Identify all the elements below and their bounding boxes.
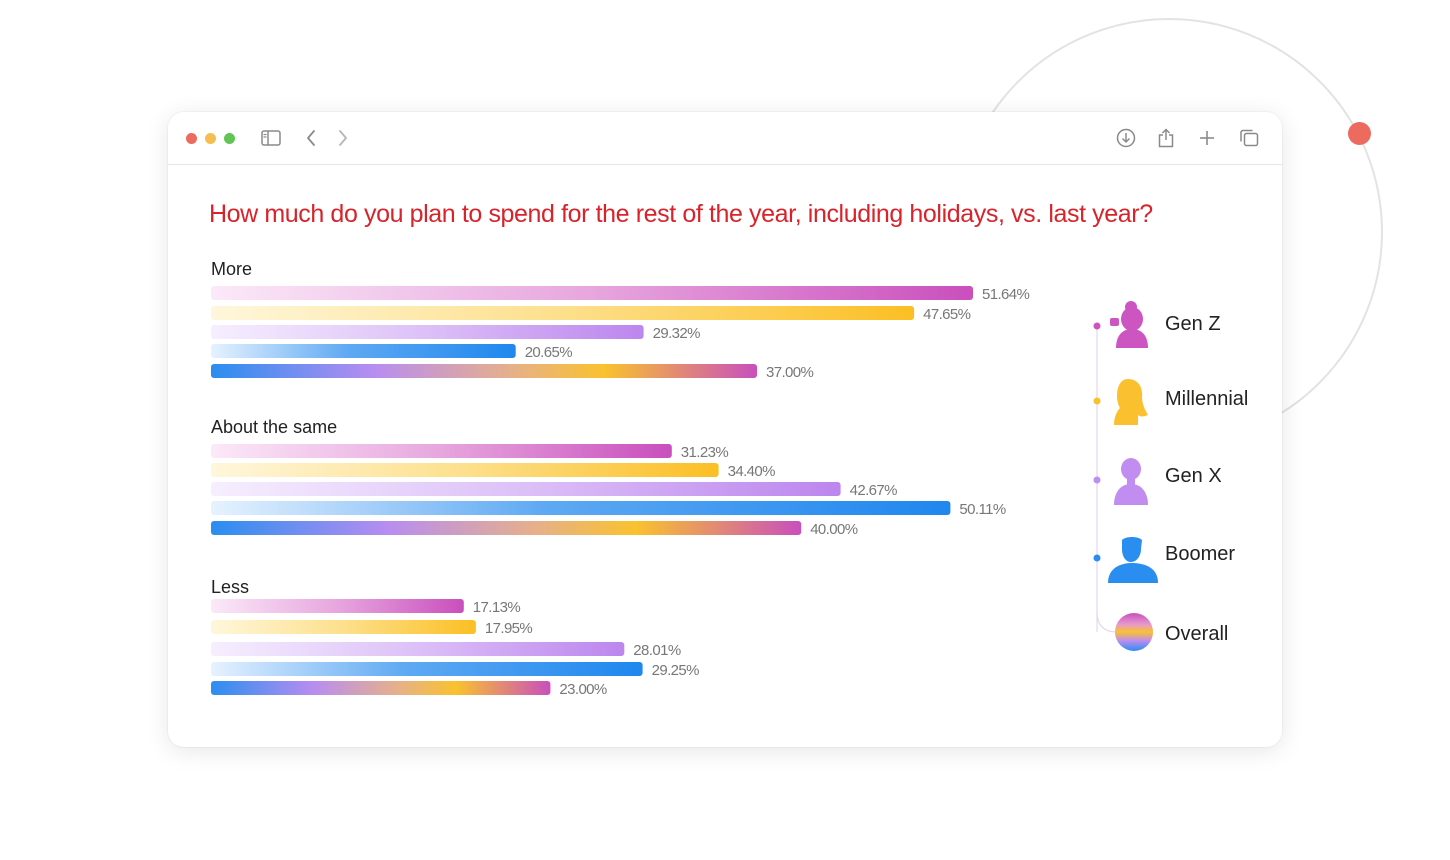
value-label-about-the-same-genx: 42.67% [850,482,898,499]
share-icon[interactable] [1152,125,1180,151]
legend-dot-boomer [1093,554,1101,562]
back-icon[interactable] [297,125,325,151]
category-label-about-the-same: About the same [211,417,337,437]
browser-toolbar [168,112,1282,165]
genx-silhouette-icon [1114,458,1148,505]
download-icon[interactable] [1112,125,1140,151]
value-label-less-overall: 23.00% [559,681,607,698]
value-label-about-the-same-genz: 31.23% [681,444,729,461]
value-label-less-genz: 17.13% [473,599,521,616]
forward-icon[interactable] [329,125,357,151]
bar-more-genz [211,286,973,300]
bar-about-the-same-millennial [211,463,719,477]
value-label-less-boomer: 29.25% [652,662,700,679]
bar-about-the-same-overall [211,521,802,535]
millennial-silhouette-icon [1114,379,1148,425]
bar-less-genx [211,642,625,656]
legend-label-boomer: Boomer [1165,543,1235,565]
bar-less-genz [211,599,464,613]
legend-label-genz: Gen Z [1165,313,1221,335]
bar-about-the-same-genx [211,482,841,496]
value-label-more-genx: 29.32% [653,325,701,342]
bar-less-millennial [211,620,476,634]
genz-silhouette-icon [1110,301,1148,348]
maximize-window-button[interactable] [224,133,235,144]
minimize-window-button[interactable] [205,133,216,144]
boomer-silhouette-icon [1108,537,1158,583]
bar-more-overall [211,364,757,378]
chart-legend: Gen Z Millennial Gen X Boomer Overall [1093,301,1248,651]
chart-title: How much do you plan to spend for the re… [209,200,1153,228]
value-label-more-genz: 51.64% [982,286,1030,303]
decorative-dot [1348,122,1371,145]
bar-less-boomer [211,662,643,676]
category-label-less: Less [211,577,249,597]
category-label-more: More [211,259,252,279]
legend-label-overall: Overall [1165,623,1228,645]
new-tab-icon[interactable] [1193,125,1221,151]
value-label-less-millennial: 17.95% [485,620,533,637]
legend-label-millennial: Millennial [1165,388,1248,410]
browser-window: How much do you plan to spend for the re… [168,112,1282,747]
legend-dot-genx [1093,476,1101,484]
bar-more-boomer [211,344,516,358]
bar-more-millennial [211,306,915,320]
bar-about-the-same-boomer [211,501,951,515]
value-label-more-overall: 37.00% [766,364,814,381]
overall-gradient-orb-icon [1115,613,1153,651]
sidebar-icon[interactable] [257,125,285,151]
bar-about-the-same-genz [211,444,672,458]
value-label-about-the-same-boomer: 50.11% [959,501,1005,518]
bar-chart: More 51.64% 47.65% 29.32% 20.65% 37.00% About … [211,259,1248,698]
legend-dot-millennial [1093,397,1101,405]
legend-label-genx: Gen X [1165,465,1222,487]
value-label-more-boomer: 20.65% [525,344,573,361]
value-label-about-the-same-millennial: 34.40% [728,463,776,480]
value-label-less-genx: 28.01% [633,642,681,659]
bar-less-overall [211,681,551,695]
value-label-more-millennial: 47.65% [923,306,971,323]
legend-dot-genz [1093,322,1101,330]
tabs-overview-icon[interactable] [1235,125,1263,151]
bar-more-genx [211,325,644,339]
value-label-about-the-same-overall: 40.00% [810,521,858,538]
close-window-button[interactable] [186,133,197,144]
